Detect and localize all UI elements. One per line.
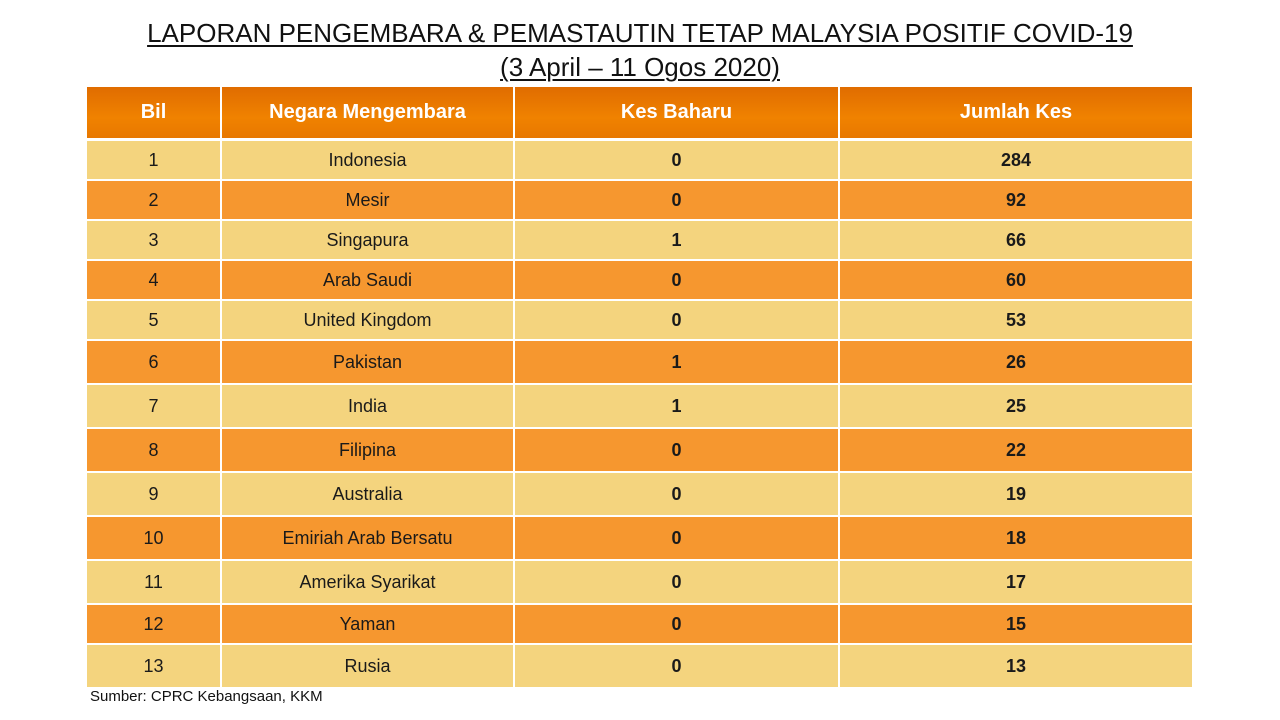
cell-bil: 8 <box>87 428 222 473</box>
cell-jumlah-kes: 15 <box>839 604 1192 645</box>
cell-kes-baharu: 0 <box>514 180 840 221</box>
cell-negara: Mesir <box>221 180 515 221</box>
cell-bil: 4 <box>87 260 222 301</box>
table-header-row: Bil Negara Mengembara Kes Baharu Jumlah … <box>87 87 1192 141</box>
table-row: 4 Arab Saudi 0 60 <box>87 260 1192 301</box>
cell-kes-baharu: 1 <box>514 340 840 385</box>
cell-bil: 1 <box>87 139 222 181</box>
cell-negara: United Kingdom <box>221 300 515 341</box>
cell-negara: Arab Saudi <box>221 260 515 301</box>
cell-bil: 5 <box>87 300 222 341</box>
cell-kes-baharu: 0 <box>514 644 840 689</box>
cell-jumlah-kes: 18 <box>839 516 1192 561</box>
cell-bil: 3 <box>87 220 222 261</box>
source-note: Sumber: CPRC Kebangsaan, KKM <box>90 688 323 705</box>
table-row: 7 India 1 25 <box>87 384 1192 429</box>
cell-negara: Indonesia <box>221 139 515 181</box>
cell-negara: Amerika Syarikat <box>221 560 515 605</box>
covid-cases-table: Bil Negara Mengembara Kes Baharu Jumlah … <box>87 87 1192 689</box>
table-row: 1 Indonesia 0 284 <box>87 139 1192 181</box>
cell-jumlah-kes: 284 <box>839 139 1192 181</box>
cell-jumlah-kes: 17 <box>839 560 1192 605</box>
cell-kes-baharu: 0 <box>514 428 840 473</box>
cell-kes-baharu: 0 <box>514 139 840 181</box>
cell-jumlah-kes: 53 <box>839 300 1192 341</box>
header-bil: Bil <box>87 87 222 141</box>
cell-kes-baharu: 0 <box>514 260 840 301</box>
cell-bil: 13 <box>87 644 222 689</box>
cell-jumlah-kes: 13 <box>839 644 1192 689</box>
cell-bil: 12 <box>87 604 222 645</box>
cell-negara: Emiriah Arab Bersatu <box>221 516 515 561</box>
table-row: 10 Emiriah Arab Bersatu 0 18 <box>87 516 1192 561</box>
cell-kes-baharu: 0 <box>514 472 840 517</box>
table-row: 8 Filipina 0 22 <box>87 428 1192 473</box>
cell-negara: Filipina <box>221 428 515 473</box>
cell-bil: 9 <box>87 472 222 517</box>
cell-kes-baharu: 0 <box>514 300 840 341</box>
cell-bil: 11 <box>87 560 222 605</box>
table-row: 12 Yaman 0 15 <box>87 604 1192 645</box>
cell-bil: 6 <box>87 340 222 385</box>
cell-negara: Yaman <box>221 604 515 645</box>
cell-negara: Singapura <box>221 220 515 261</box>
cell-bil: 10 <box>87 516 222 561</box>
header-jumlah-kes: Jumlah Kes <box>839 87 1192 141</box>
table-row: 2 Mesir 0 92 <box>87 180 1192 221</box>
cell-negara: Pakistan <box>221 340 515 385</box>
cell-negara: Rusia <box>221 644 515 689</box>
cell-bil: 2 <box>87 180 222 221</box>
cell-kes-baharu: 0 <box>514 604 840 645</box>
table-row: 6 Pakistan 1 26 <box>87 340 1192 385</box>
title-line-2: (3 April – 11 Ogos 2020) <box>500 52 780 82</box>
cell-negara: Australia <box>221 472 515 517</box>
cell-jumlah-kes: 26 <box>839 340 1192 385</box>
cell-bil: 7 <box>87 384 222 429</box>
cell-kes-baharu: 0 <box>514 516 840 561</box>
cell-negara: India <box>221 384 515 429</box>
cell-jumlah-kes: 22 <box>839 428 1192 473</box>
cell-kes-baharu: 1 <box>514 384 840 429</box>
header-kes-baharu: Kes Baharu <box>514 87 840 141</box>
cell-jumlah-kes: 19 <box>839 472 1192 517</box>
cell-jumlah-kes: 92 <box>839 180 1192 221</box>
page-title: LAPORAN PENGEMBARA & PEMASTAUTIN TETAP M… <box>0 16 1280 84</box>
table-row: 3 Singapura 1 66 <box>87 220 1192 261</box>
table-row: 5 United Kingdom 0 53 <box>87 300 1192 341</box>
header-negara: Negara Mengembara <box>221 87 515 141</box>
table-row: 9 Australia 0 19 <box>87 472 1192 517</box>
cell-kes-baharu: 1 <box>514 220 840 261</box>
table-row: 13 Rusia 0 13 <box>87 644 1192 689</box>
cell-jumlah-kes: 25 <box>839 384 1192 429</box>
table-row: 11 Amerika Syarikat 0 17 <box>87 560 1192 605</box>
title-line-1: LAPORAN PENGEMBARA & PEMASTAUTIN TETAP M… <box>147 18 1133 48</box>
cell-jumlah-kes: 66 <box>839 220 1192 261</box>
cell-jumlah-kes: 60 <box>839 260 1192 301</box>
cell-kes-baharu: 0 <box>514 560 840 605</box>
